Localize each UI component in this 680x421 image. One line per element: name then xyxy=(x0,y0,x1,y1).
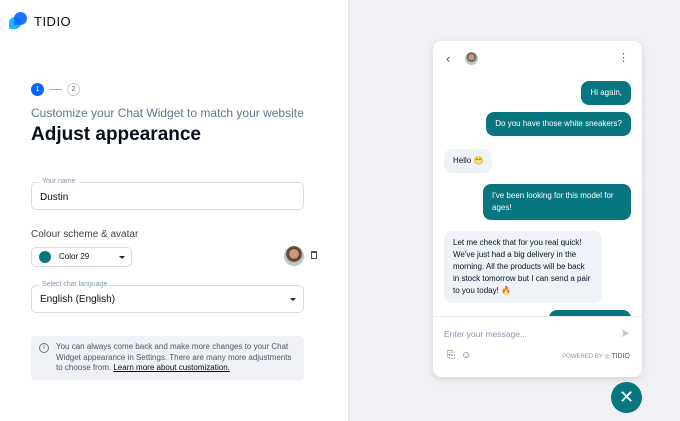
info-box: i You can always come back and make more… xyxy=(31,336,304,380)
message-agent: Let me check that for you real quick! We… xyxy=(444,231,602,303)
trash-icon[interactable] xyxy=(311,251,317,259)
setup-panel: TIDIO 1 2 Customize your Chat Widget to … xyxy=(9,0,349,421)
name-value: Dustin xyxy=(40,192,69,203)
message-user: I've been looking for this model for age… xyxy=(483,184,631,220)
powered-by-text: POWERED BY xyxy=(562,354,603,360)
send-icon[interactable]: ➤ xyxy=(619,326,630,340)
message-user: Hi again, xyxy=(581,81,631,105)
name-input[interactable]: Your name Dustin xyxy=(31,178,304,210)
colour-swatch xyxy=(39,251,51,263)
page-title: Adjust appearance xyxy=(31,124,201,145)
chat-header: ‹ ⋮ xyxy=(433,41,642,77)
learn-more-link[interactable]: Learn more about customization. xyxy=(113,363,230,372)
chevron-down-icon xyxy=(119,256,125,259)
step-connector xyxy=(49,89,62,90)
message-user: Do you have those white sneakers? xyxy=(486,112,631,136)
tidio-logo-icon xyxy=(9,12,27,30)
info-text: You can always come back and make more c… xyxy=(56,342,299,374)
back-arrow-icon[interactable]: ‹ xyxy=(446,51,451,66)
message-list: Hi again, Do you have those white sneake… xyxy=(433,77,642,317)
powered-by: POWERED BY ◎ TIDIO xyxy=(562,353,630,360)
emoji-icon[interactable]: ☺ xyxy=(461,350,472,361)
step-2: 2 xyxy=(67,83,80,96)
close-widget-button[interactable]: ✕ xyxy=(611,382,642,413)
message-input[interactable]: Enter your message... xyxy=(444,329,528,339)
message-agent: Hello 😁 xyxy=(444,149,493,173)
stepper: 1 2 xyxy=(31,83,80,96)
chat-widget-preview: ‹ ⋮ Hi again, Do you have those white sn… xyxy=(433,41,642,377)
tidio-logo: TIDIO xyxy=(9,12,71,30)
more-options-icon[interactable]: ⋮ xyxy=(618,52,629,64)
message-user-partial xyxy=(549,310,631,316)
chevron-down-icon xyxy=(290,298,296,301)
language-label: Select chat language xyxy=(39,281,111,288)
powered-brand: TIDIO xyxy=(611,353,630,360)
info-message: You can always come back and make more c… xyxy=(56,342,292,372)
colour-section-label: Colour scheme & avatar xyxy=(31,229,139,240)
info-icon: i xyxy=(39,343,49,353)
step-1: 1 xyxy=(31,83,44,96)
page-subtitle: Customize your Chat Widget to match your… xyxy=(31,106,304,120)
avatar[interactable] xyxy=(284,246,304,266)
name-label: Your name xyxy=(39,178,79,185)
attachment-icon[interactable]: ⎘ xyxy=(447,350,455,361)
agent-avatar xyxy=(465,52,478,65)
colour-select[interactable]: Color 29 xyxy=(31,247,132,267)
brand-name: TIDIO xyxy=(34,13,72,29)
language-value: English (English) xyxy=(40,294,116,305)
colour-value: Color 29 xyxy=(59,252,90,261)
language-select[interactable]: Select chat language English (English) xyxy=(31,281,304,313)
